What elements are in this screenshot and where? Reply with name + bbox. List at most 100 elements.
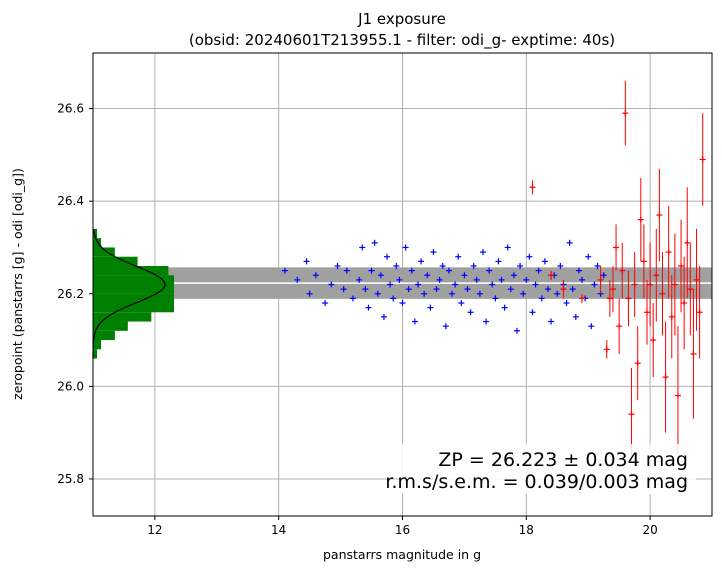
data-point bbox=[634, 360, 641, 367]
data-point bbox=[684, 239, 691, 246]
zp-band-layer bbox=[93, 267, 712, 299]
data-point bbox=[681, 300, 688, 307]
histogram-bar bbox=[93, 330, 115, 341]
y-ticks: 25.8 26.0 26.2 26.4 26.6 bbox=[57, 102, 93, 486]
data-point bbox=[427, 304, 434, 311]
data-point bbox=[362, 286, 369, 293]
x-tick-label: 14 bbox=[271, 523, 286, 537]
data-point bbox=[312, 272, 319, 279]
data-point bbox=[414, 281, 421, 288]
data-point bbox=[569, 286, 576, 293]
data-point bbox=[418, 258, 425, 265]
data-point bbox=[464, 286, 471, 293]
data-point bbox=[619, 267, 626, 274]
data-point bbox=[365, 304, 372, 311]
data-point bbox=[535, 267, 542, 274]
histogram-bar bbox=[93, 321, 128, 331]
data-point bbox=[514, 327, 521, 334]
zp-annotation-line2: r.m.s/s.e.m. = 0.039/0.003 mag bbox=[385, 471, 688, 493]
data-point bbox=[659, 290, 666, 297]
histogram-bar bbox=[93, 275, 174, 285]
data-point bbox=[523, 276, 530, 283]
histogram-bar bbox=[93, 293, 174, 304]
data-point bbox=[625, 295, 632, 302]
data-point bbox=[653, 272, 660, 279]
histogram-bar bbox=[93, 284, 174, 294]
data-point bbox=[529, 184, 536, 191]
data-point bbox=[507, 286, 514, 293]
data-point bbox=[557, 262, 564, 269]
data-point bbox=[445, 267, 452, 274]
histogram-bar bbox=[93, 303, 174, 313]
data-point bbox=[343, 267, 350, 274]
data-point bbox=[368, 267, 375, 274]
data-point bbox=[572, 313, 579, 320]
data-point bbox=[541, 258, 548, 265]
data-point bbox=[532, 281, 539, 288]
histogram-bar bbox=[93, 312, 152, 322]
data-point bbox=[690, 350, 697, 357]
data-point bbox=[492, 295, 499, 302]
data-point bbox=[563, 300, 570, 307]
data-point bbox=[674, 392, 681, 399]
data-point bbox=[473, 276, 480, 283]
data-point bbox=[399, 300, 406, 307]
data-point bbox=[303, 258, 310, 265]
y-tick-label: 25.8 bbox=[57, 472, 84, 486]
data-point bbox=[461, 272, 468, 279]
data-point bbox=[526, 253, 533, 260]
x-tick-label: 18 bbox=[519, 523, 534, 537]
data-point bbox=[371, 239, 378, 246]
data-point bbox=[377, 272, 384, 279]
x-axis-label: panstarrs magnitude in g bbox=[323, 547, 481, 562]
data-point bbox=[613, 244, 620, 251]
histogram-bar bbox=[93, 256, 138, 266]
data-point bbox=[647, 281, 654, 288]
data-point bbox=[579, 295, 586, 302]
data-point bbox=[579, 276, 586, 283]
histogram-bar bbox=[93, 265, 169, 276]
zp-annotation-line1: ZP = 26.223 ± 0.034 mag bbox=[438, 449, 688, 471]
data-point bbox=[662, 374, 669, 381]
data-point bbox=[405, 286, 412, 293]
data-point bbox=[486, 267, 493, 274]
data-point bbox=[476, 290, 483, 297]
data-point bbox=[640, 258, 647, 265]
data-point bbox=[668, 313, 675, 320]
data-point bbox=[495, 258, 502, 265]
data-point bbox=[387, 281, 394, 288]
data-point bbox=[622, 110, 629, 117]
data-point bbox=[544, 286, 551, 293]
data-point bbox=[637, 216, 644, 223]
y-tick-label: 26.2 bbox=[57, 287, 84, 301]
data-point bbox=[433, 286, 440, 293]
y-tick-label: 26.4 bbox=[57, 194, 84, 208]
data-point bbox=[334, 262, 341, 269]
data-point bbox=[421, 290, 428, 297]
data-point bbox=[575, 267, 582, 274]
data-point bbox=[656, 212, 663, 219]
data-point bbox=[606, 295, 613, 302]
data-point bbox=[452, 281, 459, 288]
data-point bbox=[665, 249, 672, 256]
data-point bbox=[374, 290, 381, 297]
data-point bbox=[470, 262, 477, 269]
data-point bbox=[628, 411, 635, 418]
red-series bbox=[529, 80, 706, 466]
x-tick-label: 12 bbox=[147, 523, 162, 537]
data-point bbox=[616, 323, 623, 330]
data-point bbox=[384, 253, 391, 260]
data-point bbox=[322, 300, 329, 307]
annotation-background bbox=[400, 444, 696, 494]
data-point bbox=[520, 290, 527, 297]
data-point bbox=[408, 267, 415, 274]
data-point bbox=[483, 318, 490, 325]
data-point bbox=[600, 272, 607, 279]
data-point bbox=[597, 276, 604, 283]
data-point bbox=[501, 304, 508, 311]
data-point bbox=[411, 318, 418, 325]
data-point bbox=[449, 290, 456, 297]
data-point bbox=[594, 262, 601, 269]
data-point bbox=[393, 262, 400, 269]
